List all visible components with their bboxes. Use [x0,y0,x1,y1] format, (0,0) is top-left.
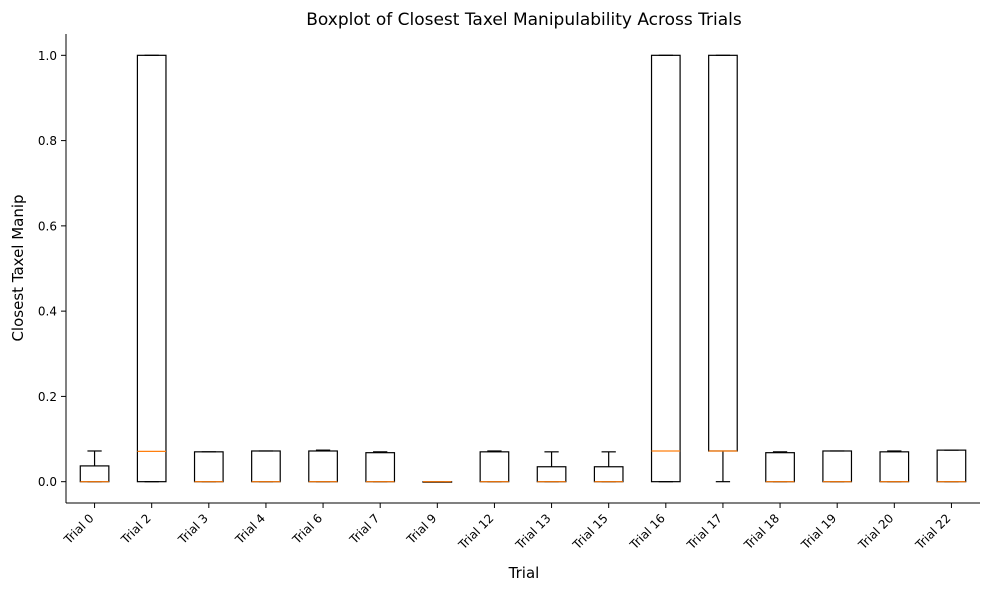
x-tick-label: Trial 0 [61,511,97,547]
box-body [593,466,624,483]
y-tick-label: 0.4 [38,305,57,319]
box-trial-9 [422,481,453,483]
y-tick-label: 0.2 [38,390,57,404]
box-trial-7 [365,451,396,483]
y-tick-label: 0.6 [38,219,57,233]
box-body [536,466,567,483]
x-tick-label: Trial 19 [798,511,839,552]
box-trial-18 [765,451,795,483]
box-trial-6 [308,449,338,483]
x-tick-label: Trial 4 [232,511,268,547]
box-trial-19 [822,450,853,483]
box-trial-16 [650,54,681,483]
x-tick-label: Trial 12 [455,511,496,552]
chart-title: Boxplot of Closest Taxel Manipulability … [306,10,742,30]
y-tick-label: 0.0 [38,475,57,489]
box-body [479,451,510,483]
y-tick-label: 0.8 [38,134,57,148]
x-tick-label: Trial 2 [118,511,154,547]
x-axis-label: Trial [508,564,540,582]
x-tick-label: Trial 18 [741,511,782,552]
box-trial-0 [79,450,110,483]
box-body [879,451,910,483]
box-body [308,450,338,483]
x-tick-label: Trial 15 [569,511,610,552]
x-tick-label: Trial 20 [855,511,896,552]
box-body [650,54,681,483]
box-body [936,449,967,483]
x-tick-label: Trial 22 [912,511,953,552]
box-body [822,450,853,483]
box-trial-2 [136,54,167,483]
box-body [708,54,738,452]
box-body [79,465,110,483]
box-trial-17 [708,54,738,483]
box-trial-22 [936,449,967,483]
x-tick-label: Trial 6 [289,511,325,547]
y-axis-label: Closest Taxel Manip [9,194,27,341]
box-trial-4 [251,450,281,483]
x-tick-label: Trial 9 [403,511,439,547]
box-trial-20 [879,450,910,483]
x-tick-label: Trial 7 [346,511,382,547]
x-axis-ticks: Trial 0 Trial 2 Trial 3 Trial 4 Trial 6 Trial… [61,503,954,553]
box-trial-13 [536,451,567,483]
box-body [251,450,281,483]
y-axis-ticks: 0.0 0.2 0.4 0.6 0.8 1.0 [38,49,66,489]
x-tick-label: Trial 16 [626,511,667,552]
box-body [365,452,396,483]
box-body [136,54,167,483]
box-trial-15 [593,451,624,483]
box-body [765,452,795,483]
x-tick-label: Trial 17 [684,511,725,552]
box-trial-12 [479,450,510,483]
boxes-group [79,54,967,483]
x-tick-label: Trial 3 [175,511,211,547]
box-trial-3 [193,451,224,483]
box-body [193,451,224,483]
y-tick-label: 1.0 [38,49,57,63]
x-tick-label: Trial 13 [512,511,553,552]
